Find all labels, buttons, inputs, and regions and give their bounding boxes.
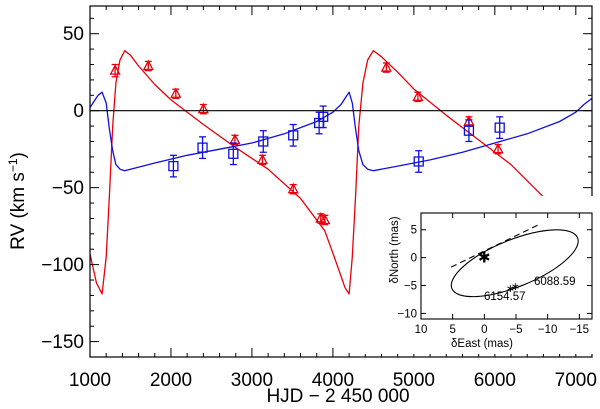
- primary-rv-point: [197, 102, 209, 114]
- secondary-rv-point: [228, 148, 239, 159]
- inset-y-axis-label: δNorth (mas): [389, 216, 401, 283]
- x-tick-label: 7000: [555, 370, 597, 391]
- line-of-nodes: [447, 224, 538, 270]
- secondary-rv-point: [258, 136, 269, 147]
- secondary-rv-point: [168, 160, 179, 172]
- x-tick-label: 5000: [393, 370, 435, 391]
- y-axis-label-sup: −1: [6, 158, 20, 172]
- epoch-label: 6154.57: [484, 291, 526, 303]
- inset-orbit: ✱ ∗ 6088.59 ∗6154.57: [447, 224, 579, 303]
- primary-rv-point: [380, 61, 392, 72]
- primary-rv-point: [492, 142, 504, 154]
- inset-y-tick-label: 0: [411, 253, 417, 265]
- inset-background: [359, 196, 597, 354]
- secondary-rv-point: [413, 156, 424, 167]
- primary-rv-point: [412, 90, 424, 101]
- inset-x-tick-label: −10: [538, 324, 558, 336]
- inset-y-tick-label: −10: [397, 308, 417, 320]
- tick-labels: 1000 2000 3000 4000 5000 6000 7000500−50−100−1…: [41, 24, 597, 391]
- primary-star-marker: ✱: [478, 249, 491, 267]
- secondary-rv-point: [197, 142, 208, 153]
- inset-x-axis-label: δEast (mas): [451, 338, 513, 350]
- plot-frame: [89, 5, 593, 358]
- x-tick-label: 3000: [231, 370, 273, 391]
- primary-rv-point: [142, 59, 154, 71]
- orbit-ellipse: [450, 229, 579, 298]
- y-tick-label: −50: [52, 178, 84, 199]
- y-axis-label: RV (km s−1): [6, 152, 29, 250]
- secondary-rv-point: [494, 122, 505, 133]
- inset-x-tick-label: −15: [570, 324, 590, 336]
- y-tick-label: 50: [63, 24, 84, 45]
- x-tick-label: 4000: [312, 370, 354, 391]
- inset-frame: [420, 212, 593, 320]
- inset-x-tick-label: 5: [449, 324, 455, 336]
- inset-axes: 10 5 0 −5 −10 −15 5 0 −5 −10: [397, 212, 593, 336]
- inset-y-tick-label: 5: [411, 225, 417, 237]
- data-points: [109, 59, 505, 226]
- secondary-rv-point: [463, 125, 475, 136]
- epoch-label: 6088.59: [534, 276, 576, 288]
- x-tick-label: 6000: [474, 370, 516, 391]
- primary-rv-point: [256, 153, 269, 165]
- x-tick-label: 1000: [69, 370, 111, 391]
- primary-rv-point: [170, 87, 182, 98]
- astrometry-point: ∗: [511, 280, 520, 293]
- primary-rv-point: [109, 64, 121, 75]
- x-axis-label: HJD − 2 450 000: [266, 386, 409, 407]
- inset-y-tick-label: −5: [404, 281, 417, 293]
- inset-x-tick-label: −5: [509, 324, 522, 336]
- inset-x-tick-label: 10: [415, 324, 428, 336]
- primary-rv-point: [287, 182, 299, 194]
- y-axis-label-close: ): [8, 152, 29, 158]
- primary-rv-point: [319, 213, 331, 225]
- secondary-rv-point: [288, 130, 299, 141]
- astrometry-point: ∗: [506, 282, 515, 295]
- y-axis-label-main: RV (km s: [8, 172, 29, 250]
- y-tick-label: 0: [73, 101, 84, 122]
- y-tick-label: −100: [41, 255, 84, 276]
- x-tick-label: 2000: [150, 370, 192, 391]
- secondary-rv-point: [318, 111, 329, 122]
- orbit-fit-line-3: [89, 91, 593, 172]
- y-tick-label: −150: [41, 332, 84, 353]
- inset-plot: ✱ ∗ 6088.59 ∗6154.57 10 5 0 −5 −10 −15 5 0 −5 −10 δE…: [359, 196, 597, 354]
- inset-x-tick-label: 0: [481, 324, 487, 336]
